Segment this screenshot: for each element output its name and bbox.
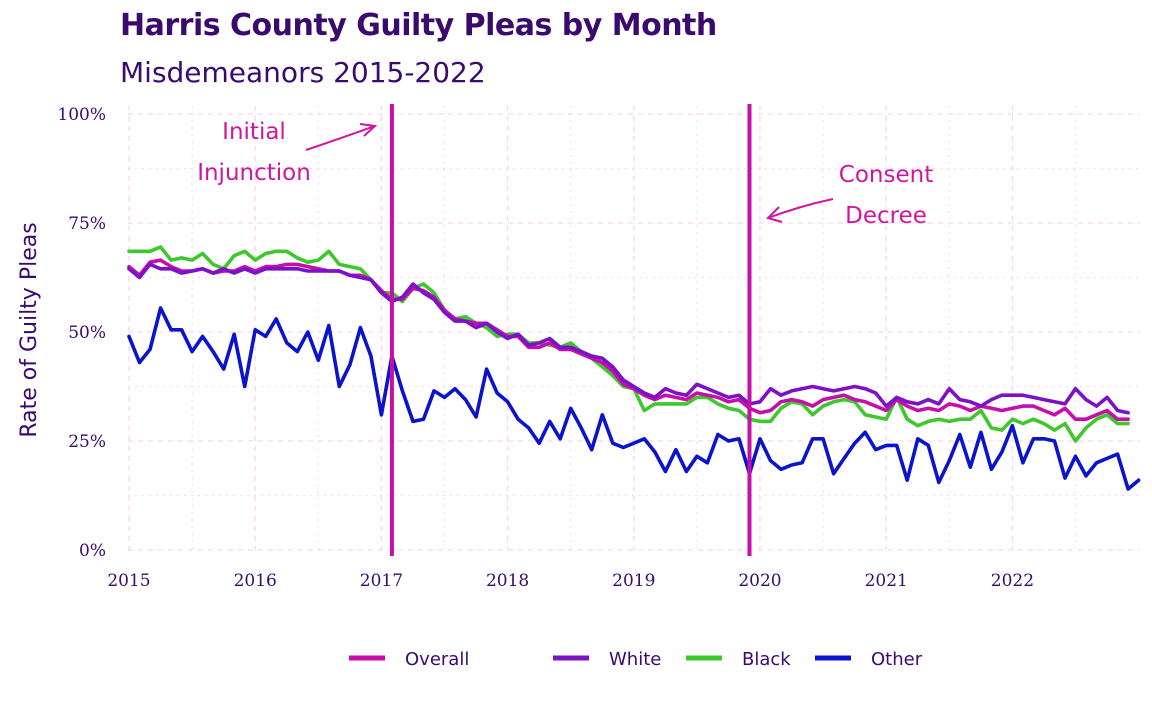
y-axis-label: Rate of Guilty Pleas [17,222,42,437]
arrow-consent-icon [766,198,834,223]
y-axis-ticks: 0% 25% 50% 75% 100% [57,105,106,561]
x-tick-label: 2017 [360,571,403,591]
legend-label-overall: Overall [405,649,469,670]
legend: Overall White Black Other [349,649,923,670]
x-tick-label: 2020 [738,571,781,591]
series-line-black [127,245,1130,443]
x-axis-ticks: 2015 2016 2017 2018 2019 2020 2021 2022 [107,571,1034,591]
y-tick-label: 100% [57,105,106,125]
annotations: Initial Injunction Consent Decree [197,119,933,229]
annotation-lines [389,104,752,556]
annotation-consent-line-2: Decree [845,203,927,229]
series-line-white [127,262,1130,415]
x-tick-label: 2022 [991,571,1034,591]
series-lines [127,245,1141,491]
chart-title: Harris County Guilty Pleas by Month [120,8,717,43]
y-tick-label: 25% [68,432,106,452]
grid [128,106,1140,551]
y-tick-label: 75% [68,214,106,234]
annotation-initial-line-2: Injunction [197,160,311,186]
x-tick-label: 2021 [865,571,908,591]
x-tick-label: 2016 [234,571,277,591]
x-tick-label: 2015 [107,571,150,591]
legend-label-other: Other [871,649,923,670]
series-line-overall [127,258,1130,422]
annotation-consent-line-1: Consent [839,162,933,188]
y-tick-label: 0% [79,541,106,561]
chart-subtitle: Misdemeanors 2015-2022 [120,56,486,89]
annotation-initial-line-1: Initial [222,119,286,145]
series-line-other [127,306,1141,491]
x-tick-label: 2018 [486,571,529,591]
legend-label-black: Black [742,649,791,670]
y-tick-label: 50% [68,323,106,343]
arrow-initial-icon [305,123,378,151]
legend-label-white: White [609,649,661,670]
x-tick-label: 2019 [612,571,655,591]
